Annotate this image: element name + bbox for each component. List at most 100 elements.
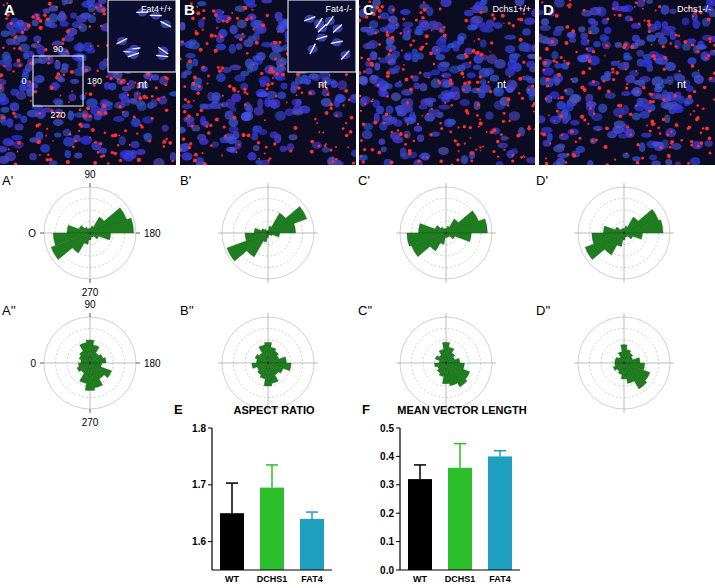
nucleus — [425, 98, 437, 103]
marker-dot — [119, 159, 122, 162]
marker-dot — [409, 44, 412, 47]
marker-dot — [140, 124, 143, 127]
marker-dot — [245, 18, 249, 22]
nucleus — [625, 16, 632, 22]
nucleus — [498, 142, 508, 148]
marker-dot — [475, 149, 477, 151]
nucleus — [593, 41, 601, 47]
marker-dot — [261, 23, 265, 27]
marker-dot — [371, 148, 374, 151]
nucleus — [671, 143, 681, 150]
marker-dot — [552, 59, 555, 62]
marker-dot — [464, 53, 467, 56]
nucleus — [185, 53, 195, 59]
nucleus — [543, 39, 551, 44]
marker-dot — [187, 114, 191, 118]
nucleus — [1, 119, 7, 125]
nucleus — [104, 82, 110, 90]
marker-dot — [545, 162, 549, 165]
marker-dot — [565, 41, 569, 45]
nucleus — [505, 35, 517, 40]
marker-dot — [426, 156, 428, 158]
nucleus — [615, 42, 623, 48]
marker-dot — [482, 146, 484, 148]
polarity-arrow — [310, 44, 316, 55]
marker-dot — [207, 131, 211, 135]
nucleus — [368, 29, 379, 35]
marker-dot — [449, 131, 452, 134]
angle-label: 180 — [87, 76, 102, 86]
nucleus — [480, 40, 487, 48]
marker-dot — [276, 20, 278, 22]
marker-dot — [503, 112, 506, 115]
marker-dot — [79, 109, 82, 112]
nucleus — [161, 20, 171, 28]
marker-dot — [96, 70, 99, 73]
marker-dot — [583, 118, 586, 121]
nucleus — [180, 144, 188, 152]
marker-dot — [605, 126, 609, 130]
marker-dot — [264, 119, 266, 121]
marker-dot — [475, 52, 478, 55]
marker-dot — [635, 105, 637, 107]
marker-dot — [109, 77, 113, 81]
marker-dot — [198, 85, 201, 88]
marker-dot — [162, 140, 166, 144]
angle-label: 90 — [53, 44, 63, 54]
error-cap — [226, 482, 238, 484]
marker-dot — [294, 126, 298, 130]
marker-dot — [691, 64, 695, 68]
marker-dot — [449, 82, 453, 86]
nucleus — [352, 94, 356, 99]
marker-dot — [266, 83, 270, 87]
nucleus — [201, 66, 208, 72]
nucleus — [485, 112, 493, 120]
marker-dot — [618, 61, 620, 63]
marker-dot — [71, 90, 73, 92]
marker-dot — [72, 145, 75, 148]
marker-dot — [335, 146, 337, 148]
marker-dot — [440, 127, 443, 130]
panel-label: E — [174, 402, 183, 417]
micrograph-image — [180, 0, 356, 165]
marker-dot — [191, 125, 194, 128]
marker-dot — [242, 133, 246, 137]
marker-dot — [449, 78, 453, 82]
nucleus — [431, 70, 440, 76]
marker-dot — [425, 34, 429, 38]
nucleus — [414, 126, 422, 132]
panel-label: D'' — [536, 303, 550, 318]
marker-dot — [545, 157, 547, 159]
nucleus — [672, 105, 683, 113]
nucleus — [467, 25, 477, 31]
nucleus — [501, 136, 508, 141]
marker-dot — [533, 111, 535, 113]
marker-dot — [591, 139, 594, 142]
nucleus — [218, 29, 227, 38]
rose-wedge — [51, 233, 90, 260]
marker-dot — [412, 39, 415, 42]
angle-tick-label: 0 — [30, 358, 36, 369]
nucleus — [471, 88, 481, 94]
rose-wedge — [613, 363, 624, 370]
marker-dot — [111, 151, 114, 154]
roi-box — [33, 56, 83, 106]
nucleus — [652, 77, 664, 87]
marker-dot — [423, 2, 425, 4]
nucleus — [542, 67, 554, 76]
marker-dot — [116, 73, 118, 75]
nucleus — [432, 46, 441, 56]
nucleus — [412, 48, 418, 56]
nucleus — [82, 123, 90, 128]
nucleus — [131, 141, 140, 149]
rose-wedges — [77, 340, 112, 391]
marker-dot — [470, 151, 474, 155]
marker-dot — [388, 53, 391, 56]
marker-dot — [90, 45, 92, 47]
marker-dot — [165, 138, 168, 141]
nucleus — [400, 104, 412, 114]
marker-dot — [625, 69, 627, 71]
marker-dot — [409, 88, 413, 92]
rose-wedge — [90, 218, 134, 233]
nucleus — [419, 22, 429, 31]
